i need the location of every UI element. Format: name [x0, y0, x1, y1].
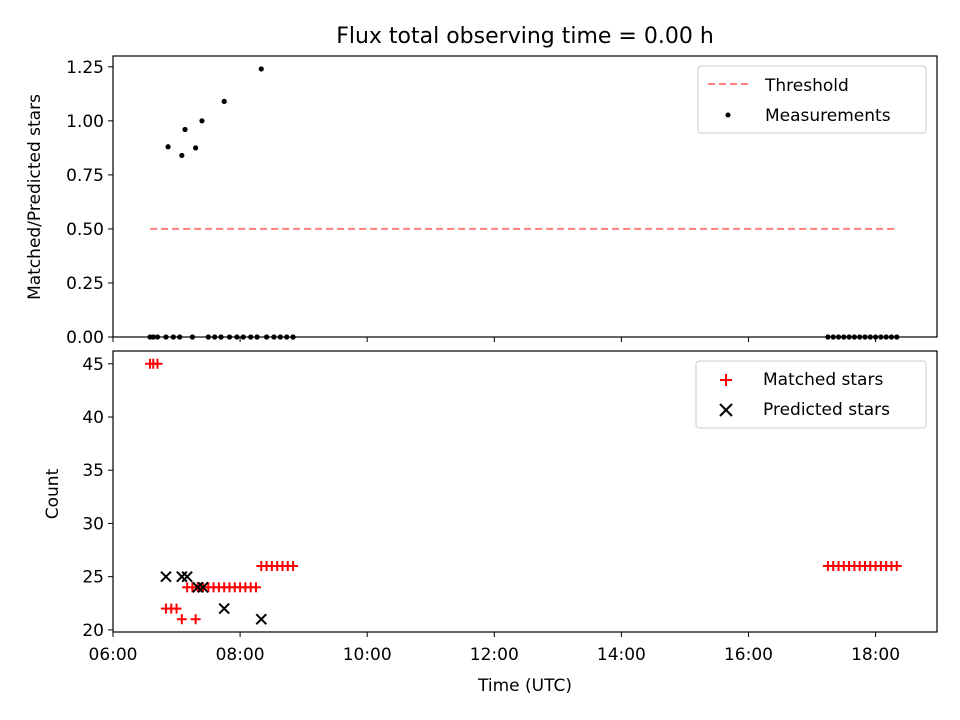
top-axes: 0.00 0.25 0.50 0.75 1.00 1.25 [66, 58, 877, 348]
predicted-star-point [181, 570, 193, 583]
bottom-ytick-label: 25 [82, 568, 104, 588]
matched-star-point [250, 582, 261, 593]
bottom-xtick-label: 18:00 [851, 645, 900, 665]
bottom-xtick-label: 14:00 [597, 645, 646, 665]
bottom-xtick-label: 08:00 [216, 645, 265, 665]
bottom-ytick-label: 45 [82, 355, 104, 375]
bottom-ytick-label: 35 [82, 461, 104, 481]
bottom-axes-frame [112, 350, 938, 633]
legend-matched-label: Matched stars [763, 370, 883, 390]
matched-star-point [171, 603, 182, 614]
measurement-point [165, 144, 171, 150]
top-ytick-label: 0.50 [66, 220, 104, 240]
matched-star-point [152, 358, 163, 369]
top-axes-frame [112, 55, 938, 338]
measurement-point [199, 118, 205, 124]
bottom-ytick-label: 30 [82, 514, 104, 534]
measurement-point [179, 152, 185, 159]
predicted-star-point [255, 613, 267, 625]
top-legend-box [697, 65, 927, 134]
bottom-ytick-label: 40 [82, 408, 104, 428]
bottom-xtick-label: 06:00 [89, 645, 138, 665]
measurement-point [258, 66, 264, 72]
bottom-xtick-label: 10:00 [343, 645, 392, 665]
bottom-axes: 20 25 30 35 40 45 06:00 08:00 10:00 12:00 14:00 16:… [82, 355, 900, 665]
legend-predicted-label: Predicted stars [763, 400, 890, 420]
top-panel: Flux total observing time = 0.00 h 0.000… [25, 24, 938, 348]
bottom-xlabel: Time (UTC) [477, 676, 572, 696]
top-ytick-label: 0.00 [66, 328, 104, 348]
legend-threshold-label: Threshold [764, 76, 849, 96]
matched-star-point [288, 561, 299, 572]
predicted-star-point [160, 570, 172, 583]
bottom-legend: Matched stars Predicted stars [695, 360, 927, 429]
top-ytick-label: 0.75 [66, 166, 104, 186]
bottom-ylabel: Count [43, 468, 63, 519]
matched-star-point [176, 614, 187, 625]
bottom-xtick-label: 12:00 [470, 645, 519, 665]
count-points [145, 358, 902, 625]
top-legend: Threshold Measurements [697, 65, 927, 134]
legend-predicted-swatch [719, 403, 733, 417]
bottom-ytick-label: 20 [82, 621, 104, 641]
legend-matched-swatch [720, 374, 732, 386]
bottom-xtick-label: 16:00 [724, 645, 773, 665]
bottom-legend-box [695, 360, 927, 429]
measurement-point [193, 145, 199, 151]
predicted-star-point [197, 581, 209, 594]
top-ytick-label: 1.00 [66, 112, 104, 132]
legend-measurements-swatch [725, 112, 731, 118]
predicted-star-point [176, 570, 188, 583]
bottom-panel: 20 25 30 35 40 45 06:00 08:00 10:00 12:00 14:00 16:… [43, 350, 938, 696]
top-ylabel: Matched/Predicted stars [25, 94, 45, 300]
top-ytick-label: 0.25 [66, 274, 104, 294]
measurement-point [221, 98, 227, 104]
matched-star-point [891, 561, 902, 572]
legend-measurements-label: Measurements [765, 106, 891, 126]
predicted-star-point [218, 602, 230, 615]
chart-title: Flux total observing time = 0.00 h [336, 24, 714, 49]
measurement-point [182, 126, 188, 133]
top-ytick-label: 1.25 [66, 58, 104, 78]
matched-star-point [190, 614, 201, 625]
